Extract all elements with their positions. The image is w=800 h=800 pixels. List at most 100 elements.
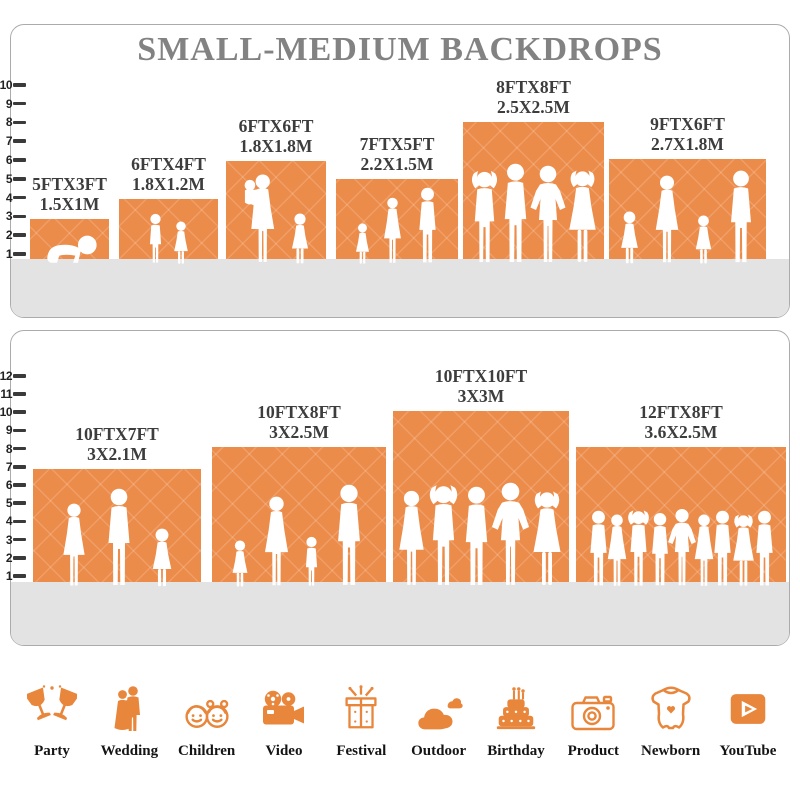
backdrop-10ftx10ft [393, 411, 569, 585]
ruler-tick-9: 9 [0, 98, 26, 110]
size-feet: 12FTX8FT [639, 401, 723, 422]
size-feet: 10FTX8FT [257, 401, 341, 422]
floor [11, 582, 789, 645]
ruler-tick-9: 9 [0, 424, 26, 436]
backdrop-7ftx5ft [336, 179, 458, 264]
girl-silhouette [620, 211, 638, 264]
category-label: Video [265, 743, 303, 759]
backdrop-size-label: 10FTX8FT 3X2.5M [204, 402, 394, 443]
tick-mark [13, 574, 26, 578]
ruler-tick-8: 8 [0, 116, 26, 128]
baby-silhouette [47, 235, 97, 263]
girl-silhouette [355, 223, 369, 264]
tick-mark [13, 392, 26, 396]
tick-mark [13, 195, 26, 200]
backdrop-size-label: 10FTX7FT 3X2.1M [22, 424, 212, 465]
man-silhouette [338, 484, 360, 585]
ruler-tick-10: 10 [0, 406, 26, 418]
backdrop-size-label: 5FTX3FT 1.5X1M [0, 174, 165, 215]
category-label: Children [178, 743, 236, 759]
product-icon [568, 684, 618, 734]
tick-mark [13, 446, 26, 451]
youtube-icon [724, 684, 772, 734]
woman-silhouette [655, 175, 678, 263]
size-feet: 7FTX5FT [359, 133, 435, 154]
outdoor-icon [414, 684, 464, 734]
woman-silhouette [265, 496, 288, 586]
size-meters: 2.2X1.5M [360, 154, 434, 175]
size-meters: 2.5X2.5M [497, 97, 570, 118]
ruler-tick-5: 5 [0, 173, 26, 185]
size-meters: 1.8X1.2M [132, 174, 205, 195]
girl-silhouette [232, 540, 248, 587]
size-feet: 6FTX6FT [238, 115, 314, 136]
size-meters: 2.7X1.8M [651, 134, 724, 155]
ruler-tick-3: 3 [0, 210, 26, 222]
backdrop-8ftx8ft [463, 122, 604, 263]
boy-silhouette [149, 213, 162, 263]
tick-mark [13, 428, 26, 433]
tick-mark [13, 120, 26, 125]
ruler-tick-1: 1 [0, 248, 26, 260]
medium-large-panel: 1 2 3 4 5 6 7 8 9 10 11 12 10FTX7FT 3X2.1M 10FTX8FT… [0, 330, 790, 646]
category-label: Product [567, 743, 619, 759]
tick-mark [13, 519, 26, 524]
newborn-icon [646, 684, 696, 734]
man-hands-hips-silhouette [667, 508, 696, 586]
tick-mark [13, 214, 26, 219]
size-meters: 3X3M [457, 386, 505, 407]
tick-mark [13, 374, 26, 378]
backdrop-size-label: 6FTX6FT 1.8X1.8M [181, 116, 371, 157]
woman-hands-head-silhouette [569, 170, 596, 262]
size-feet: 8FTX8FT [496, 76, 571, 97]
tick-mark [13, 158, 26, 162]
ruler-tick-6: 6 [0, 479, 26, 491]
tick-mark [13, 252, 26, 256]
backdrop-10ftx7ft [33, 469, 201, 587]
ruler-tick-2: 2 [0, 552, 26, 564]
tick-mark [13, 101, 26, 106]
video-icon [259, 684, 309, 734]
category-label: Outdoor [411, 743, 467, 759]
backdrop-5ftx3ft [30, 219, 109, 263]
category-label: Party [34, 743, 70, 759]
category-label: Festival [336, 743, 387, 759]
people-silhouettes [18, 233, 121, 265]
ruler-tick-12: 12 [0, 370, 26, 382]
man-silhouette [651, 513, 668, 586]
category-youtube: YouTube [712, 684, 784, 760]
tick-mark [13, 556, 26, 560]
tick-mark [13, 501, 26, 505]
man-silhouette [108, 488, 130, 585]
category-label: Wedding [100, 743, 159, 759]
ruler-tick-10: 10 [0, 79, 26, 91]
people-silhouettes [564, 508, 798, 588]
ruler-tick-8: 8 [0, 443, 26, 455]
ruler-tick-1: 1 [0, 570, 26, 582]
people-silhouettes [21, 488, 213, 588]
small-medium-panel: SMALL-MEDIUM BACKDROPS 1 2 3 4 5 6 7 8 9 10 5FTX3… [0, 24, 790, 318]
people-silhouettes [324, 187, 470, 265]
category-product: Product [557, 684, 629, 760]
people-silhouettes [107, 213, 230, 265]
girl-silhouette [291, 213, 309, 264]
tick-mark [13, 537, 26, 542]
backdrop-size-label: 7FTX5FT 2.2X1.5M [302, 134, 492, 175]
category-label: Birthday [487, 743, 545, 759]
category-label: Newborn [641, 743, 701, 759]
backdrop-size-label: 12FTX8FT 3.6X2.5M [586, 402, 776, 443]
girl-silhouette [695, 215, 711, 264]
tick-mark [13, 410, 26, 414]
girl-silhouette [152, 528, 172, 587]
man-silhouette [589, 510, 607, 586]
woman-silhouette [607, 514, 626, 586]
tick-mark [13, 139, 26, 143]
tick-mark [13, 465, 26, 469]
woman-baby-silhouette [244, 174, 275, 262]
woman-hands-head-silhouette [732, 514, 754, 586]
size-feet: 10FTX7FT [75, 423, 159, 444]
size-meters: 3X2.1M [87, 444, 147, 465]
size-feet: 6FTX4FT [131, 153, 206, 174]
backdrop-6ftx4ft [119, 199, 218, 264]
